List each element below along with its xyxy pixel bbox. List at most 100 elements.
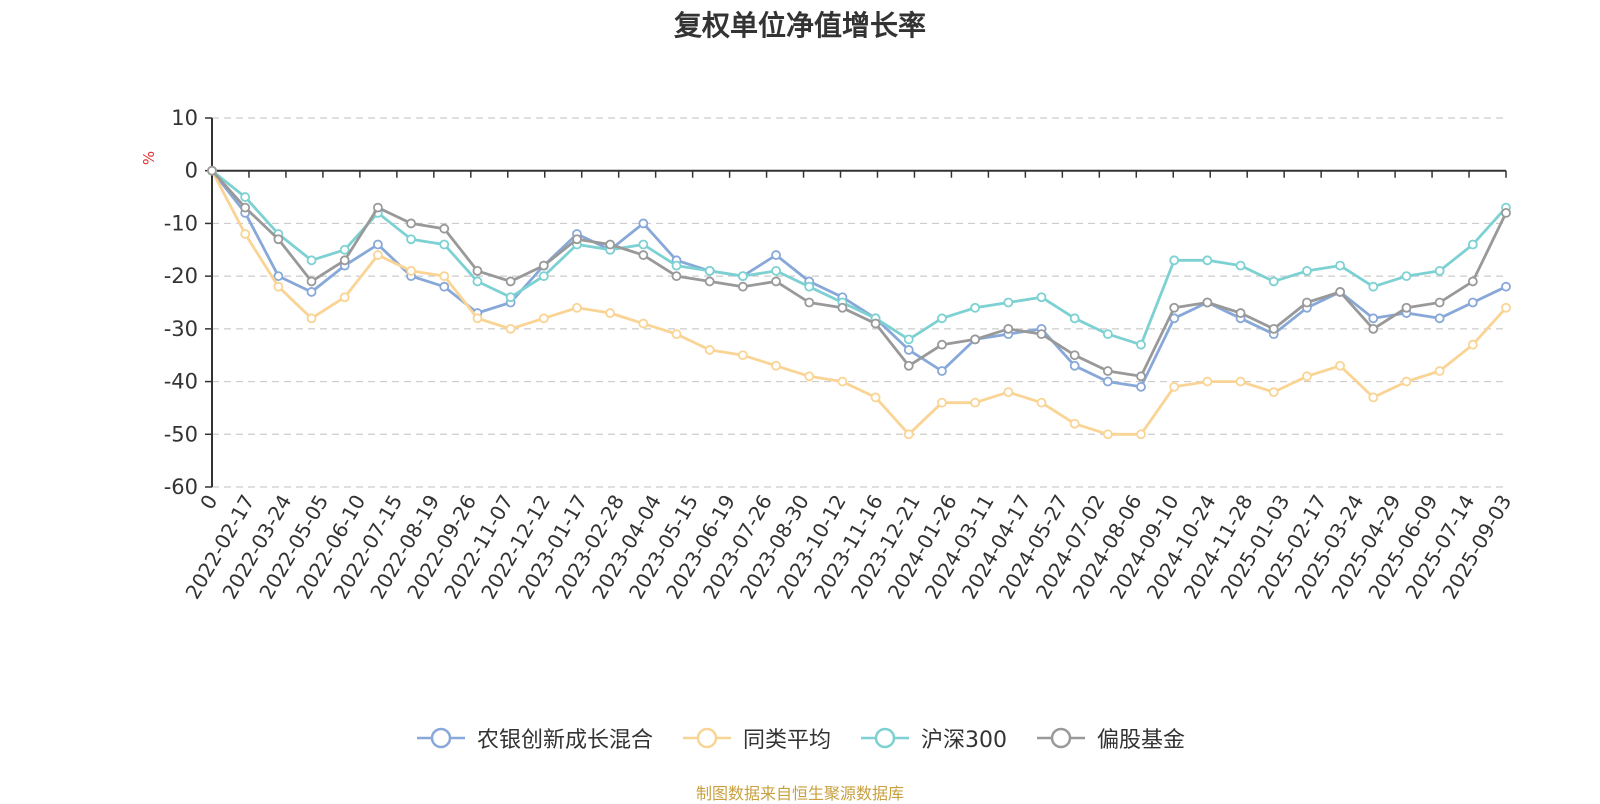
- series-point-3: [1036, 329, 1047, 340]
- series-point-2: [1467, 239, 1478, 250]
- legend-label: 沪深300: [921, 728, 1007, 753]
- series-point-1: [1368, 392, 1379, 403]
- series-point-3: [1169, 302, 1180, 313]
- series-point-2: [804, 281, 815, 292]
- series-point-1: [1501, 302, 1511, 313]
- legend-swatch-icon: [1037, 727, 1085, 749]
- series-point-2: [1335, 260, 1346, 271]
- legend-swatch-icon: [416, 727, 465, 749]
- series-point-1: [903, 429, 914, 440]
- series-point-3: [1202, 297, 1213, 308]
- series-point-1: [837, 376, 848, 387]
- series-point-3: [572, 234, 582, 245]
- series-point-3: [870, 318, 881, 329]
- series-point-3: [638, 250, 649, 260]
- legend: 农银创新成长混合 同类平均 沪深300 偏股基金: [0, 722, 1600, 754]
- series-line-3: [210, 169, 1508, 378]
- y-tick-label: -10: [164, 211, 198, 235]
- series-line-2: [211, 169, 1508, 347]
- series-point-3: [1003, 323, 1014, 334]
- y-tick-label: -20: [164, 264, 198, 288]
- legend-item-0[interactable]: 农银创新成长混合: [415, 722, 653, 754]
- series-point-1: [1434, 366, 1445, 376]
- series-point-3: [207, 165, 217, 176]
- series-point-3: [903, 360, 914, 371]
- series-point-0: [1069, 360, 1080, 371]
- series-point-1: [505, 323, 516, 334]
- legend-item-3[interactable]: 偏股基金: [1035, 722, 1185, 754]
- series-point-1: [638, 318, 649, 329]
- series-point-2: [538, 271, 549, 282]
- series-point-0: [1501, 281, 1511, 292]
- series-point-1: [704, 345, 715, 355]
- series-point-1: [970, 397, 981, 408]
- series-point-2: [1268, 276, 1279, 287]
- series-point-2: [1235, 260, 1246, 271]
- series-point-2: [1368, 281, 1379, 292]
- series-point-1: [1401, 376, 1412, 387]
- series-point-3: [704, 276, 715, 287]
- series-point-3: [439, 223, 450, 234]
- series-point-2: [1036, 292, 1047, 303]
- series-point-0: [1368, 313, 1379, 324]
- series-point-2: [1069, 313, 1080, 324]
- series-point-3: [1235, 308, 1246, 318]
- series-point-2: [472, 276, 483, 287]
- series-point-2: [439, 239, 450, 250]
- series-point-1: [1003, 387, 1014, 398]
- series-point-1: [1335, 360, 1346, 371]
- series-point-2: [737, 271, 748, 282]
- y-tick-label: -40: [164, 370, 198, 394]
- series-point-2: [1102, 329, 1113, 340]
- series-point-0: [903, 345, 914, 355]
- series-line-1: [210, 170, 1508, 436]
- series-point-0: [273, 271, 284, 282]
- series-point-3: [1102, 366, 1113, 376]
- series-point-1: [1467, 339, 1478, 350]
- series-point-1: [439, 271, 450, 282]
- series-line-0: [210, 169, 1507, 389]
- series-point-1: [737, 350, 748, 361]
- series-point-2: [505, 292, 516, 303]
- series-point-1: [339, 292, 350, 303]
- series-point-1: [1202, 376, 1213, 387]
- series-point-3: [1368, 323, 1379, 334]
- legend-item-1[interactable]: 同类平均: [681, 722, 831, 754]
- series-point-2: [1401, 271, 1412, 282]
- series-point-0: [1467, 297, 1478, 308]
- series-point-1: [240, 229, 251, 239]
- legend-label: 农银创新成长混合: [476, 728, 653, 753]
- series-point-3: [1069, 350, 1080, 361]
- y-axis-label: %: [140, 151, 158, 165]
- series-point-1: [306, 313, 317, 324]
- series-point-3: [1136, 371, 1146, 382]
- series-point-3: [737, 281, 748, 292]
- series-point-1: [1069, 418, 1080, 429]
- legend-item-2[interactable]: 沪深300: [859, 722, 1007, 754]
- series-point-2: [339, 244, 350, 255]
- series-point-0: [372, 239, 383, 250]
- series-point-2: [306, 255, 317, 266]
- y-tick-label: 0: [185, 159, 198, 183]
- series-point-2: [1434, 265, 1445, 276]
- y-tick-label: -50: [164, 422, 198, 446]
- series-point-3: [505, 276, 516, 287]
- y-tick-label: 10: [171, 106, 198, 130]
- series-point-1: [1136, 429, 1146, 440]
- series-point-3: [406, 218, 416, 229]
- series-point-1: [1102, 429, 1113, 440]
- series-point-1: [372, 250, 383, 260]
- series-point-1: [771, 360, 781, 371]
- series-point-1: [1235, 376, 1246, 387]
- series-point-3: [671, 271, 682, 282]
- series-point-3: [538, 260, 549, 271]
- series-point-2: [240, 192, 251, 202]
- series-point-0: [1136, 381, 1146, 392]
- series-point-1: [472, 313, 483, 324]
- series-point-3: [970, 334, 981, 345]
- series-point-2: [406, 234, 416, 245]
- series-point-3: [1434, 297, 1445, 308]
- series-point-2: [1202, 255, 1213, 266]
